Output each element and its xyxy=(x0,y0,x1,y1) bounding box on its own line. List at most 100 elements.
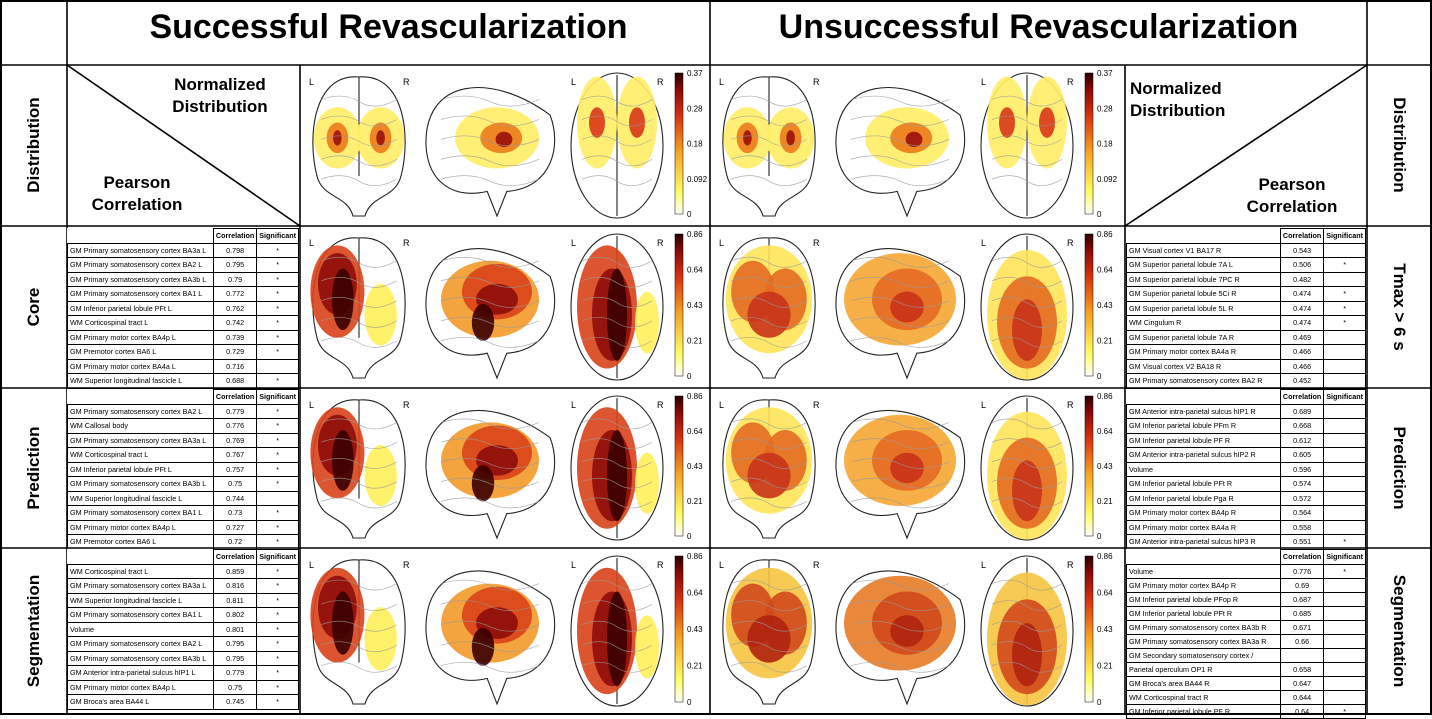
region-name: GM Inferior parietal lobule PFm R xyxy=(1126,418,1281,434)
table-row: GM Primary somatosensory cortex BA2 L 0.7… xyxy=(67,257,299,273)
correlation-value: 0.466 xyxy=(1279,344,1325,360)
colorbar-tick-label: 0.64 xyxy=(1097,427,1113,436)
region-name: GM Visual cortex V2 BA18 R xyxy=(1126,358,1281,374)
table-row: WM Corticospinal tract L 0.767 * xyxy=(67,447,299,463)
significant-marker xyxy=(1323,358,1366,374)
correlation-value: 0.551 xyxy=(1279,534,1325,550)
colorbar-tick-label: 0.092 xyxy=(1097,175,1118,184)
correlation-value: 0.75 xyxy=(212,679,258,695)
significant-marker: * xyxy=(256,621,299,637)
hemisphere-left-label: L xyxy=(981,77,986,87)
colorbar-tick-label: 0.43 xyxy=(687,301,703,310)
table-row: GM Primary somatosensory cortex BA3b R 0.… xyxy=(1126,619,1366,635)
region-name: GM Broca's area BA44 R xyxy=(1126,675,1281,691)
hemisphere-left-label: L xyxy=(571,560,576,570)
table-row: GM Primary somatosensory cortex BA3b L 0.… xyxy=(67,271,299,287)
colorbar-tick-label: 0.43 xyxy=(1097,301,1113,310)
region-name: GM Primary somatosensory cortex BA2 R xyxy=(1126,373,1281,389)
region-name: GM Premotor cortex BA6 L xyxy=(67,344,214,360)
table-row: Volume 0.596 xyxy=(1126,461,1366,477)
colorbar-tick-label: 0.64 xyxy=(687,427,703,436)
region-name: GM Inferior parietal lobule PF R xyxy=(1126,432,1281,448)
table-header-row: Correlation Significant xyxy=(1126,228,1366,244)
significant-marker: * xyxy=(256,534,299,550)
significant-marker: * xyxy=(256,315,299,331)
row-label-core-left: Core xyxy=(24,287,43,327)
table-row: GM Anterior intra-parietal sulcus hIP1 R… xyxy=(1126,403,1366,419)
correlation-value: 0.727 xyxy=(212,519,258,535)
table-row: GM Superior parietal lobule 7A L 0.506 * xyxy=(1126,257,1366,273)
region-name: GM Primary somatosensory cortex BA3a R xyxy=(1126,633,1281,649)
hemisphere-left-label: L xyxy=(981,238,986,248)
table-row: WM Superior longitudinal fascicle L 0.688… xyxy=(67,373,299,389)
region-name: GM Anterior intra-parietal sulcus hIP1 L xyxy=(67,665,214,681)
correlation-value: 0.474 xyxy=(1279,300,1325,316)
table-row: GM Superior parietal lobule 5Ci R 0.474 * xyxy=(1126,286,1366,302)
correlation-value: 0.745 xyxy=(212,694,258,710)
region-name: WM Corticospinal tract L xyxy=(67,447,214,463)
table-row: GM Anterior intra-parietal sulcus hIP2 R… xyxy=(1126,447,1366,463)
significant-marker xyxy=(1323,490,1366,506)
hemisphere-left-label: L xyxy=(981,560,986,570)
colorbar: 0.37 0.28 0.18 0.092 0 xyxy=(674,69,708,219)
region-name: WM Superior longitudinal fascicle L xyxy=(67,490,214,506)
region-name: GM Primary somatosensory cortex BA3a L xyxy=(67,432,214,448)
colorbar-tick-label: 0.43 xyxy=(1097,625,1113,634)
header-significant: Significant xyxy=(1323,549,1366,565)
header-blank-cell xyxy=(1126,389,1281,405)
significant-marker xyxy=(1323,373,1366,389)
row-label-segmentation-left: Segmentation xyxy=(24,574,43,688)
table-row: GM Primary motor cortex BA4p L 0.727 * xyxy=(67,519,299,535)
significant-marker xyxy=(1323,344,1366,360)
correlation-value: 0.452 xyxy=(1279,373,1325,389)
significant-marker: * xyxy=(256,257,299,273)
colorbar-tick-label: 0.64 xyxy=(687,266,703,275)
correlation-value: 0.474 xyxy=(1279,286,1325,302)
header-blank-cell xyxy=(67,389,214,405)
table-header-row: Correlation Significant xyxy=(67,549,299,565)
correlation-value: 0.469 xyxy=(1279,329,1325,345)
hemisphere-right-label: R xyxy=(657,238,664,248)
colorbar-tick-label: 0.18 xyxy=(687,140,703,149)
table-row: GM Primary somatosensory cortex BA3a L 0.… xyxy=(67,242,299,258)
table-row: GM Primary motor cortex BA4p R 0.69 xyxy=(1126,577,1366,593)
colorbar-tick-label: 0.21 xyxy=(687,497,703,506)
table-header-row: Correlation Significant xyxy=(1126,549,1366,565)
hemisphere-left-label: L xyxy=(571,77,576,87)
colorbar-gradient xyxy=(1084,395,1094,537)
colorbar-tick-label: 0.092 xyxy=(687,175,708,184)
correlation-value: 0.671 xyxy=(1279,619,1325,635)
significant-marker xyxy=(1323,619,1366,635)
correlation-value: 0.466 xyxy=(1279,358,1325,374)
header-correlation: Correlation xyxy=(212,228,258,244)
table-row: GM Primary somatosensory cortex BA2 L 0.7… xyxy=(67,636,299,652)
region-name: GM Superior parietal lobule 7PC R xyxy=(1126,271,1281,287)
colorbar-tick-label: 0.21 xyxy=(1097,662,1113,671)
region-name: GM Primary somatosensory cortex BA1 L xyxy=(67,607,214,623)
region-name: GM Primary somatosensory cortex BA3b L xyxy=(67,271,214,287)
hemisphere-left-label: L xyxy=(571,400,576,410)
row-label-distribution-left: Distribution xyxy=(24,97,43,193)
header-correlation: Correlation xyxy=(1279,549,1325,565)
correlation-value: 0.612 xyxy=(1279,432,1325,448)
significant-marker: * xyxy=(256,286,299,302)
region-name: GM Primary motor cortex BA4p L xyxy=(67,679,214,695)
hemisphere-left-label: L xyxy=(719,400,724,410)
region-name: GM Inferior parietal lobule PF R xyxy=(1126,703,1281,719)
table-row: GM Inferior parietal lobule PF R 0.64 * xyxy=(1126,703,1366,719)
region-name: GM Anterior intra-parietal sulcus hIP2 R xyxy=(1126,447,1281,463)
header-significant: Significant xyxy=(1323,389,1366,405)
colorbar: 0.37 0.28 0.18 0.092 0 xyxy=(1084,69,1118,219)
row-label-prediction-right: Prediction xyxy=(1390,426,1409,510)
table-success-core: Correlation Significant GM Primary somatos… xyxy=(67,228,299,389)
table-row: Volume 0.801 * xyxy=(67,621,299,637)
correlation-value: 0.506 xyxy=(1279,257,1325,273)
significant-marker xyxy=(256,358,299,374)
colorbar-tick-label: 0.86 xyxy=(1097,552,1113,561)
table-row: WM Cingulum R 0.474 * xyxy=(1126,315,1366,331)
correlation-value: 0.69 xyxy=(1279,577,1325,593)
region-name: GM Premotor cortex BA6 L xyxy=(67,534,214,550)
